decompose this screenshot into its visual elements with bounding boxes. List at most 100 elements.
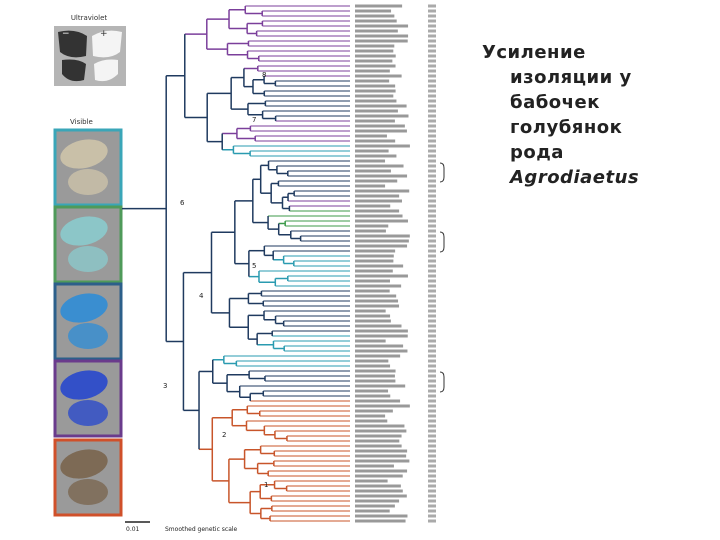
leaf-value — [428, 514, 436, 518]
leaf-label — [355, 439, 400, 443]
leaf-value — [428, 449, 436, 453]
leaf-value — [428, 329, 436, 333]
leaf-value — [428, 59, 436, 63]
leaf-value — [428, 499, 436, 503]
wing — [60, 370, 108, 400]
leaf-value — [428, 284, 436, 288]
leaf-value — [428, 69, 436, 73]
leaf-label — [355, 189, 410, 193]
leaf-label — [355, 269, 393, 273]
leaf-label — [355, 44, 395, 48]
leaf-label — [355, 179, 398, 183]
leaf-value — [428, 104, 436, 108]
leaf-label — [355, 34, 409, 38]
leaf-label — [355, 194, 400, 198]
leaf-label — [355, 394, 391, 398]
title-line: Усиление — [482, 42, 586, 63]
leaf-value — [428, 354, 436, 358]
leaf-label — [355, 249, 396, 253]
tree: 1 2 3 4 5 6 7 8 — [122, 4, 445, 523]
clade-number: 2 — [222, 431, 226, 439]
leaf-label — [355, 474, 403, 478]
leaf-value — [428, 259, 436, 263]
leaf-label — [355, 389, 389, 393]
leaf-label — [355, 89, 396, 93]
leaf-value — [428, 79, 436, 83]
leaf-value — [428, 344, 436, 348]
leaf-label — [355, 14, 395, 18]
leaf-value — [428, 314, 436, 318]
leaf-value — [428, 484, 436, 488]
leaf-label — [355, 274, 408, 278]
leaf-label — [355, 59, 393, 63]
leaf-label — [355, 169, 391, 173]
leaf-value — [428, 474, 436, 478]
leaf-label — [355, 319, 391, 323]
leaf-label — [355, 199, 402, 203]
leaf-value — [428, 114, 436, 118]
wing — [60, 293, 108, 323]
leaf-label — [355, 79, 390, 83]
leaf-value — [428, 414, 436, 418]
leaf-value — [428, 389, 436, 393]
leaf-label — [355, 24, 409, 28]
title-line: изоляции у — [510, 67, 632, 88]
leaf-value — [428, 224, 436, 228]
wing — [68, 400, 108, 426]
leaf-value — [428, 124, 436, 128]
leaf-value — [428, 84, 436, 88]
visible-panels — [53, 128, 123, 517]
leaf-label — [355, 449, 408, 453]
leaf-label — [355, 374, 395, 378]
leaf-label — [355, 69, 390, 73]
leaf-value — [428, 139, 436, 143]
bracket — [439, 371, 445, 393]
leaf-label — [355, 229, 386, 233]
leaf-value — [428, 419, 436, 423]
leaf-value — [428, 274, 436, 278]
uv-wing-bright — [92, 30, 122, 82]
leaf-value — [428, 174, 436, 178]
leaf-value — [428, 119, 436, 123]
leaf-label — [355, 49, 394, 53]
leaf-value — [428, 464, 436, 468]
leaf-label — [355, 239, 409, 243]
title-line: Agrodiaetus — [510, 167, 640, 188]
leaf-label — [355, 124, 405, 128]
leaf-value — [428, 249, 436, 253]
leaf-label — [355, 429, 407, 433]
leaf-label — [355, 54, 396, 58]
bracket — [439, 162, 445, 183]
leaf-label — [355, 144, 410, 148]
leaf-value — [428, 154, 436, 158]
leaf-value — [428, 454, 436, 458]
leaf-value — [428, 199, 436, 203]
leaf-value — [428, 324, 436, 328]
leaf-label — [355, 314, 391, 318]
scale-value: 0.01 — [126, 526, 140, 533]
bracket — [439, 231, 445, 253]
leaf-label — [355, 459, 410, 463]
leaf-value — [428, 394, 436, 398]
leaf-value — [428, 239, 436, 243]
leaf-label — [355, 359, 389, 363]
leaf-label — [355, 464, 394, 468]
title-line: бабочек — [510, 92, 600, 113]
visible-label: Visible — [70, 118, 93, 126]
wing — [68, 479, 108, 505]
leaf-value — [428, 194, 436, 198]
leaf-label — [355, 369, 396, 373]
leaf-value — [428, 189, 436, 193]
leaf-value — [428, 159, 436, 163]
leaf-label — [355, 309, 386, 313]
uv-minus: − — [62, 29, 70, 39]
leaf-label — [355, 184, 386, 188]
leaf-value — [428, 44, 436, 48]
leaf-label — [355, 334, 408, 338]
leaf-label — [355, 244, 408, 248]
leaf-value — [428, 214, 436, 218]
leaf-label — [355, 164, 404, 168]
leaf-label — [355, 219, 408, 223]
leaf-value — [428, 254, 436, 258]
